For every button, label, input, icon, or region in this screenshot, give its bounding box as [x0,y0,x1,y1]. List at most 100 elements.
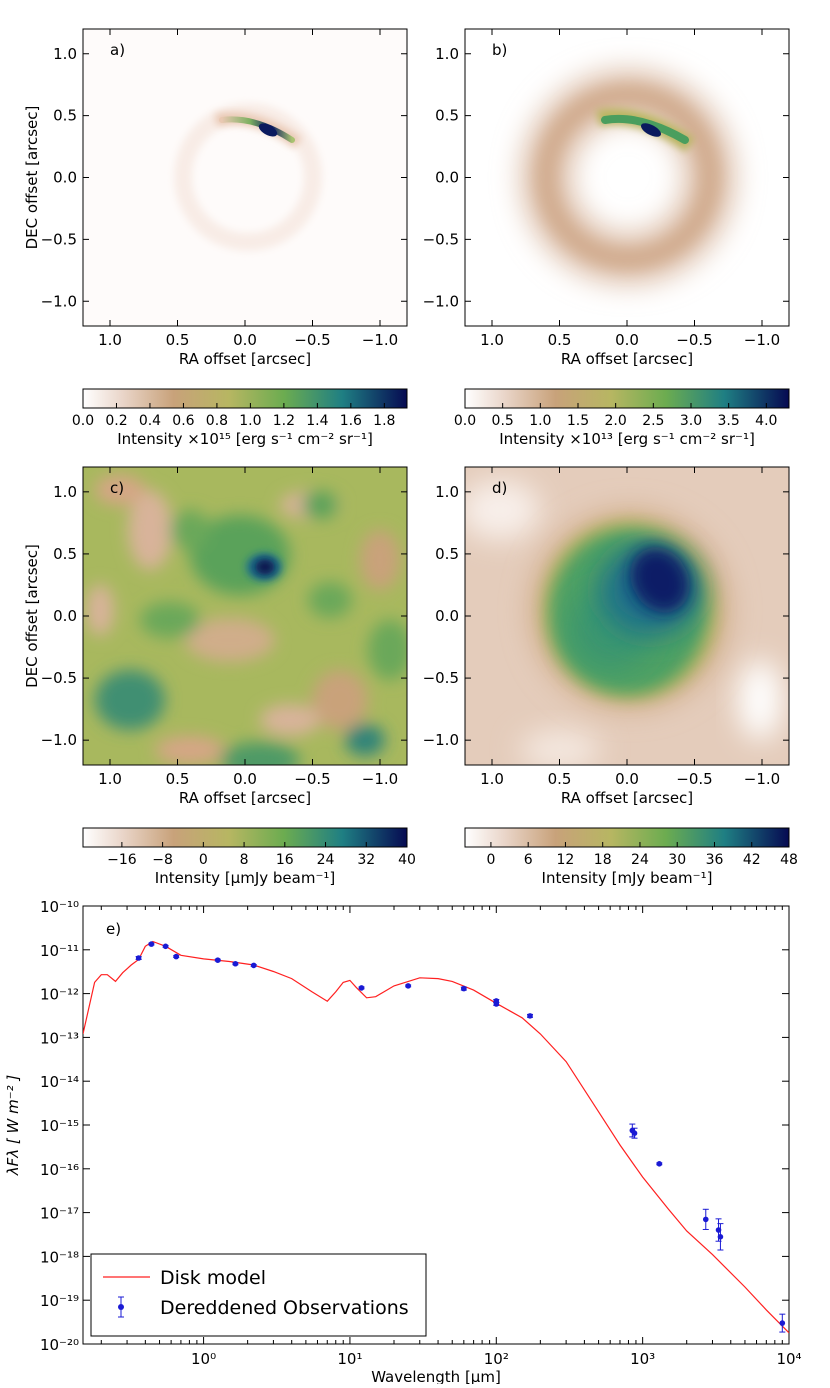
colorbar-label: Intensity ×10¹⁵ [erg s⁻¹ cm⁻² sr⁻¹] [117,430,373,448]
observation-point [656,1161,663,1167]
observation-point [405,983,411,989]
colorbar-tick-label: 30 [668,852,686,868]
panel-d-image [465,467,789,765]
colorbar-label: Intensity ×10¹³ [erg s⁻¹ cm⁻² sr⁻¹] [499,430,755,448]
y-tick-label: −0.5 [423,669,459,687]
y-tick-label: 10⁻¹⁹ [40,1292,79,1310]
x-axis-label: RA offset [arcsec] [179,789,311,807]
y-axis-label: λFλ [ W m⁻² ] [4,1075,22,1177]
x-tick-label: 1.0 [480,331,504,349]
y-axis-label: DEC offset [arcsec] [23,544,41,688]
y-tick-label: −0.5 [41,669,77,687]
colorbar [82,388,408,409]
x-tick-label: 10¹ [337,1350,362,1368]
colorbar-tick-label: 0.5 [492,413,514,429]
colorbar-tick-label: 0.4 [139,413,161,429]
colorbar-tick-label: 0.8 [206,413,228,429]
y-axis-label: DEC offset [arcsec] [23,106,41,250]
x-tick-label: −0.5 [676,770,712,788]
y-tick-label: −1.0 [41,731,77,749]
panel-label: e) [106,920,121,938]
y-tick-label: 10⁻¹⁶ [40,1161,79,1179]
colorbar [464,388,790,409]
x-tick-label: 0.5 [548,331,572,349]
x-axis-label: RA offset [arcsec] [561,789,693,807]
panel-d: 1.0 1.0 0.5 0.5 0.0 0.0 −0.5 −0.5 −1.0 −1.0 d) RA o… [423,466,798,887]
x-tick-label: −1.0 [362,770,398,788]
x-tick-label: 10⁴ [776,1350,801,1368]
x-tick-label: −1.0 [362,331,398,349]
x-tick-label: −0.5 [294,770,330,788]
x-tick-label: 0.0 [615,331,639,349]
panel-b-image [465,29,789,326]
x-tick-label: 1.0 [98,331,122,349]
y-tick-label: 0.0 [53,607,77,625]
y-tick-label: −0.5 [41,230,77,248]
y-tick-label: 0.5 [435,545,459,563]
observation-point [232,960,239,967]
x-tick-label: 0.0 [233,770,257,788]
x-tick-label: 10³ [630,1350,655,1368]
x-axis-label: Wavelength [μm] [371,1368,501,1384]
observation-point [250,962,257,969]
y-tick-label: 1.0 [435,45,459,63]
colorbar-tick-label: 1.2 [273,413,295,429]
x-tick-label: 10⁰ [191,1350,216,1368]
observation-point [493,1001,500,1007]
colorbar-tick-label: 3.5 [718,413,740,429]
x-tick-label: 10² [484,1350,509,1368]
panel-label: d) [492,479,507,497]
colorbar-tick-label: 6 [524,852,533,868]
y-tick-label: 0.0 [435,169,459,187]
x-tick-label: 0.0 [615,770,639,788]
colorbar-tick-label: −16 [107,852,137,868]
colorbar-tick-label: 0.2 [105,413,127,429]
colorbar-tick-label: 1.0 [529,413,551,429]
panel-label: b) [492,41,507,59]
observation-point [717,1234,724,1240]
x-tick-label: −1.0 [744,770,780,788]
colorbar-tick-label: 24 [317,852,335,868]
panel-a-image [83,29,407,326]
y-tick-label: 0.5 [435,107,459,125]
legend-box [90,1253,427,1337]
y-tick-label: 0.0 [435,607,459,625]
x-axis-label: RA offset [arcsec] [561,350,693,368]
observation-point [631,1130,638,1136]
x-tick-label: −0.5 [294,331,330,349]
legend-label-observations: Dereddened Observations [160,1297,409,1319]
observation-point [135,955,142,961]
colorbar-tick-label: 42 [743,852,761,868]
colorbar [464,827,790,848]
sed-chart: 10⁰ 10¹ 10² 10³ 10⁴ 10⁻¹⁰ 10⁻¹¹ 10⁻¹² 10⁻¹³ 10⁻¹⁴… [4,898,802,1386]
observation-point [527,1013,533,1019]
observation-point [214,957,221,963]
colorbar-tick-label: 24 [631,852,649,868]
colorbar-tick-label: 0 [486,852,495,868]
panel-label: c) [110,479,124,497]
x-tick-label: 0.5 [166,331,190,349]
legend: Disk model Dereddened Observations [90,1253,427,1337]
x-tick-label: −1.0 [744,331,780,349]
colorbar-tick-label: 1.0 [239,413,261,429]
panel-c-image [83,467,407,765]
panel-b: 1.0 1.0 0.5 0.5 0.0 0.0 −0.5 −0.5 −1.0 −1.0 b) RA o… [423,28,790,448]
colorbar-label: Intensity [μmJy beam⁻¹] [155,869,335,887]
x-tick-label: 1.0 [98,770,122,788]
colorbar-tick-label: 2.5 [642,413,664,429]
colorbar-tick-label: 1.6 [340,413,362,429]
colorbar-tick-label: 48 [780,852,798,868]
x-tick-label: 0.0 [233,331,257,349]
colorbar-tick-label: 18 [594,852,612,868]
y-tick-label: 10⁻¹⁸ [40,1248,79,1266]
y-tick-label: 1.0 [435,483,459,501]
x-axis-label: RA offset [arcsec] [179,350,311,368]
colorbar-tick-label: 40 [398,852,416,868]
x-tick-label: −0.5 [676,331,712,349]
colorbar-tick-label: 8 [240,852,249,868]
colorbar-tick-label: 1.8 [373,413,395,429]
colorbar-tick-label: 2.0 [605,413,627,429]
colorbar-tick-label: 4.0 [755,413,777,429]
observation-point [461,985,467,992]
